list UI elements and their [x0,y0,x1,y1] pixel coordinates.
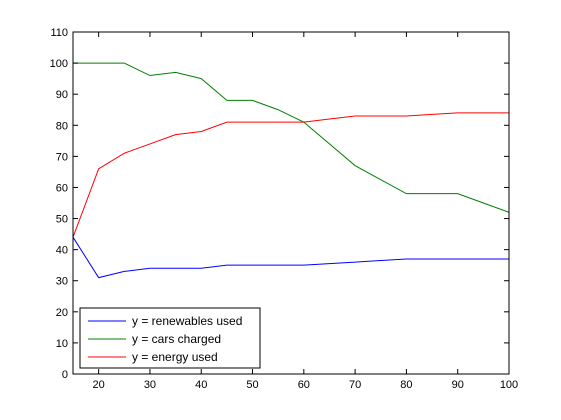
x-tick-label: 40 [195,379,207,391]
legend: y = renewables used y = cars charged y = e… [79,307,261,369]
legend-label-3: y = energy used [132,350,218,364]
y-tick-label: 30 [56,276,68,288]
x-tick-label: 20 [93,379,105,391]
x-tick-label: 80 [400,379,412,391]
y-tick-label: 60 [56,182,68,194]
x-tick-label: 60 [298,379,310,391]
x-tick-label: 70 [349,379,361,391]
legend-label-2: y = cars charged [132,332,221,346]
y-tick-label: 70 [56,151,68,163]
y-tick-label: 100 [50,58,68,70]
y-tick-label: 40 [56,245,68,257]
legend-label-1: y = renewables used [132,314,242,328]
y-tick-label: 110 [50,27,68,39]
x-tick-label: 90 [452,379,464,391]
series-line-1 [72,236,509,279]
x-tick-label: 30 [144,379,156,391]
y-tick-label: 50 [56,214,68,226]
y-tick-label: 0 [62,369,68,381]
y-axis: 0 10 20 30 40 50 60 70 80 90 100 110 [50,27,509,381]
series-line-2 [73,62,510,213]
x-axis: 20 30 40 50 60 70 80 90 100 [93,32,518,391]
y-tick-label: 90 [56,89,68,101]
series-layer [72,62,510,279]
x-tick-label: 50 [246,379,258,391]
plot-frame [72,31,510,375]
legend-box [79,307,261,369]
x-tick-label: 100 [500,379,518,391]
series-line-3 [72,112,509,238]
y-tick-label: 10 [56,338,68,350]
y-tick-label: 80 [56,120,68,132]
y-tick-label: 20 [56,307,68,319]
